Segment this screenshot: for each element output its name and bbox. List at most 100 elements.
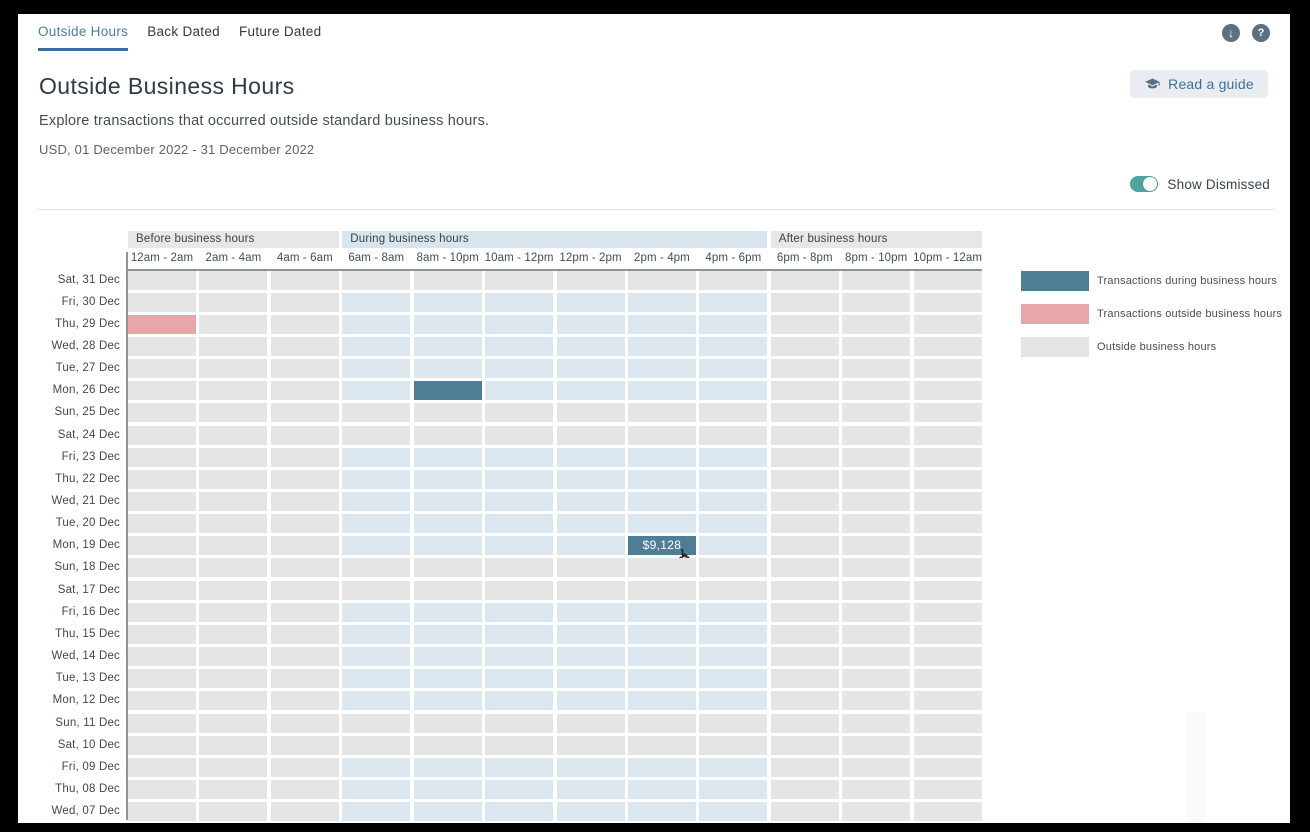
row-label-sat-17-dec: Sat, 17 Dec [57,583,120,596]
heatmap-cell [128,381,196,401]
heatmap-cell [128,624,196,644]
heatmap-cell [342,359,411,379]
heatmap-cell [485,447,554,467]
legend-item-outside-business-hours: Outside business hours [1021,337,1216,357]
heatmap-cell [270,558,339,578]
tab-back-dated[interactable]: Back Dated [147,24,220,39]
heatmap-cell [842,802,911,822]
heatmap-cell [770,447,839,467]
heatmap-cell [485,558,554,578]
heatmap-cell [770,359,839,379]
heatmap-cell [128,292,196,312]
row-label-sun-18-dec: Sun, 18 Dec [54,561,120,574]
heatmap-cell [770,802,839,822]
band-after-business-hours: After business hours [770,231,982,248]
heatmap-cell [199,292,268,312]
legend-label: Transactions during business hours [1097,275,1278,287]
heatmap-cell [199,647,268,667]
heatmap-cell [128,735,196,755]
heatmap-cell [556,691,625,711]
heatmap-cell [342,602,411,622]
heatmap-cell [270,624,339,644]
heatmap-cell[interactable]: $9,128 [627,536,696,556]
heatmap-cell [913,713,982,733]
column-header-8pm-10pm: 8pm - 10pm [845,252,908,264]
row-label-thu-29-dec: Thu, 29 Dec [55,317,120,330]
heatmap-cell [556,580,625,600]
heatmap-cell [699,447,768,467]
heatmap-cell [699,580,768,600]
heatmap-cell [699,735,768,755]
heatmap-cell [270,669,339,689]
row-label-tue-27-dec: Tue, 27 Dec [55,362,120,375]
show-dismissed-toggle[interactable] [1130,176,1159,192]
column-header-6pm-8pm: 6pm - 8pm [776,252,833,264]
read-guide-button[interactable]: Read a guide [1130,70,1268,98]
heatmap-cell [699,779,768,799]
heatmap-cell [270,447,339,467]
heatmap-cell [699,336,768,356]
row-label-sun-11-dec: Sun, 11 Dec [55,716,120,729]
heatmap-cell[interactable] [413,381,482,401]
heatmap-cell [842,270,911,290]
heatmap-cell [913,492,982,511]
heatmap-cell [627,558,696,578]
heatmap-cell [627,425,696,445]
heatmap-cell [770,647,839,667]
heatmap-cell [842,469,911,489]
heatmap-cell [128,669,196,689]
heatmap-cell [627,647,696,667]
heatmap-cell [842,713,911,733]
period-label: USD, 01 December 2022 - 31 December 2022 [39,142,315,157]
heatmap-cell[interactable] [128,314,196,334]
legend-item-transactions-outside-business-hours: Transactions outside business hours [1021,304,1282,324]
heatmap-cell [485,691,554,711]
heatmap-cell [342,558,411,578]
row-label-wed-28-dec: Wed, 28 Dec [51,339,120,352]
heatmap-cell [199,580,268,600]
heatmap-cell [842,292,911,312]
heatmap-cell [342,779,411,799]
heatmap-cell [270,580,339,600]
heatmap-cell [627,359,696,379]
download-icon[interactable]: ↓ [1222,24,1240,42]
heatmap-cell [270,779,339,799]
heatmap-cell [842,647,911,667]
row-label-tue-13-dec: Tue, 13 Dec [55,672,120,685]
row-label-thu-15-dec: Thu, 15 Dec [55,627,120,640]
legend-label: Outside business hours [1097,341,1217,353]
heatmap-cell [627,735,696,755]
heatmap-cell [699,757,768,777]
heatmap-cell [413,802,482,822]
heatmap-cell [770,757,839,777]
heatmap-cell [842,403,911,423]
heatmap-cell [842,669,911,689]
heatmap-cell [556,359,625,379]
heatmap-cell [342,514,411,534]
column-header-4pm-6pm: 4pm - 6pm [705,252,762,264]
heatmap-cell [913,447,982,467]
heatmap-cell [485,647,554,667]
heatmap-cell [270,691,339,711]
heatmap-cell [199,514,268,534]
heatmap-cell [270,735,339,755]
help-icon[interactable]: ? [1252,24,1270,42]
heatmap-cell [128,336,196,356]
heatmap-cell [699,624,768,644]
heatmap-cell [413,447,482,467]
page-subtitle: Explore transactions that occurred outsi… [39,113,490,129]
heatmap-cell [199,403,268,423]
x-axis-line [125,268,982,271]
heatmap-cell [270,647,339,667]
heatmap-cell [699,602,768,622]
heatmap-cell [128,469,196,489]
heatmap-cell [413,669,482,689]
heatmap-cell [913,381,982,401]
tab-outside-hours[interactable]: Outside Hours [38,24,129,51]
column-header-6am-8am: 6am - 8am [348,252,405,264]
tab-bar: Outside Hours Back Dated Future Dated [38,24,321,51]
tab-future-dated[interactable]: Future Dated [238,24,322,39]
app-window: Outside Hours Back Dated Future Dated ↓ ? … [18,14,1290,823]
heatmap-cell [913,691,982,711]
heatmap-cell [199,270,268,290]
